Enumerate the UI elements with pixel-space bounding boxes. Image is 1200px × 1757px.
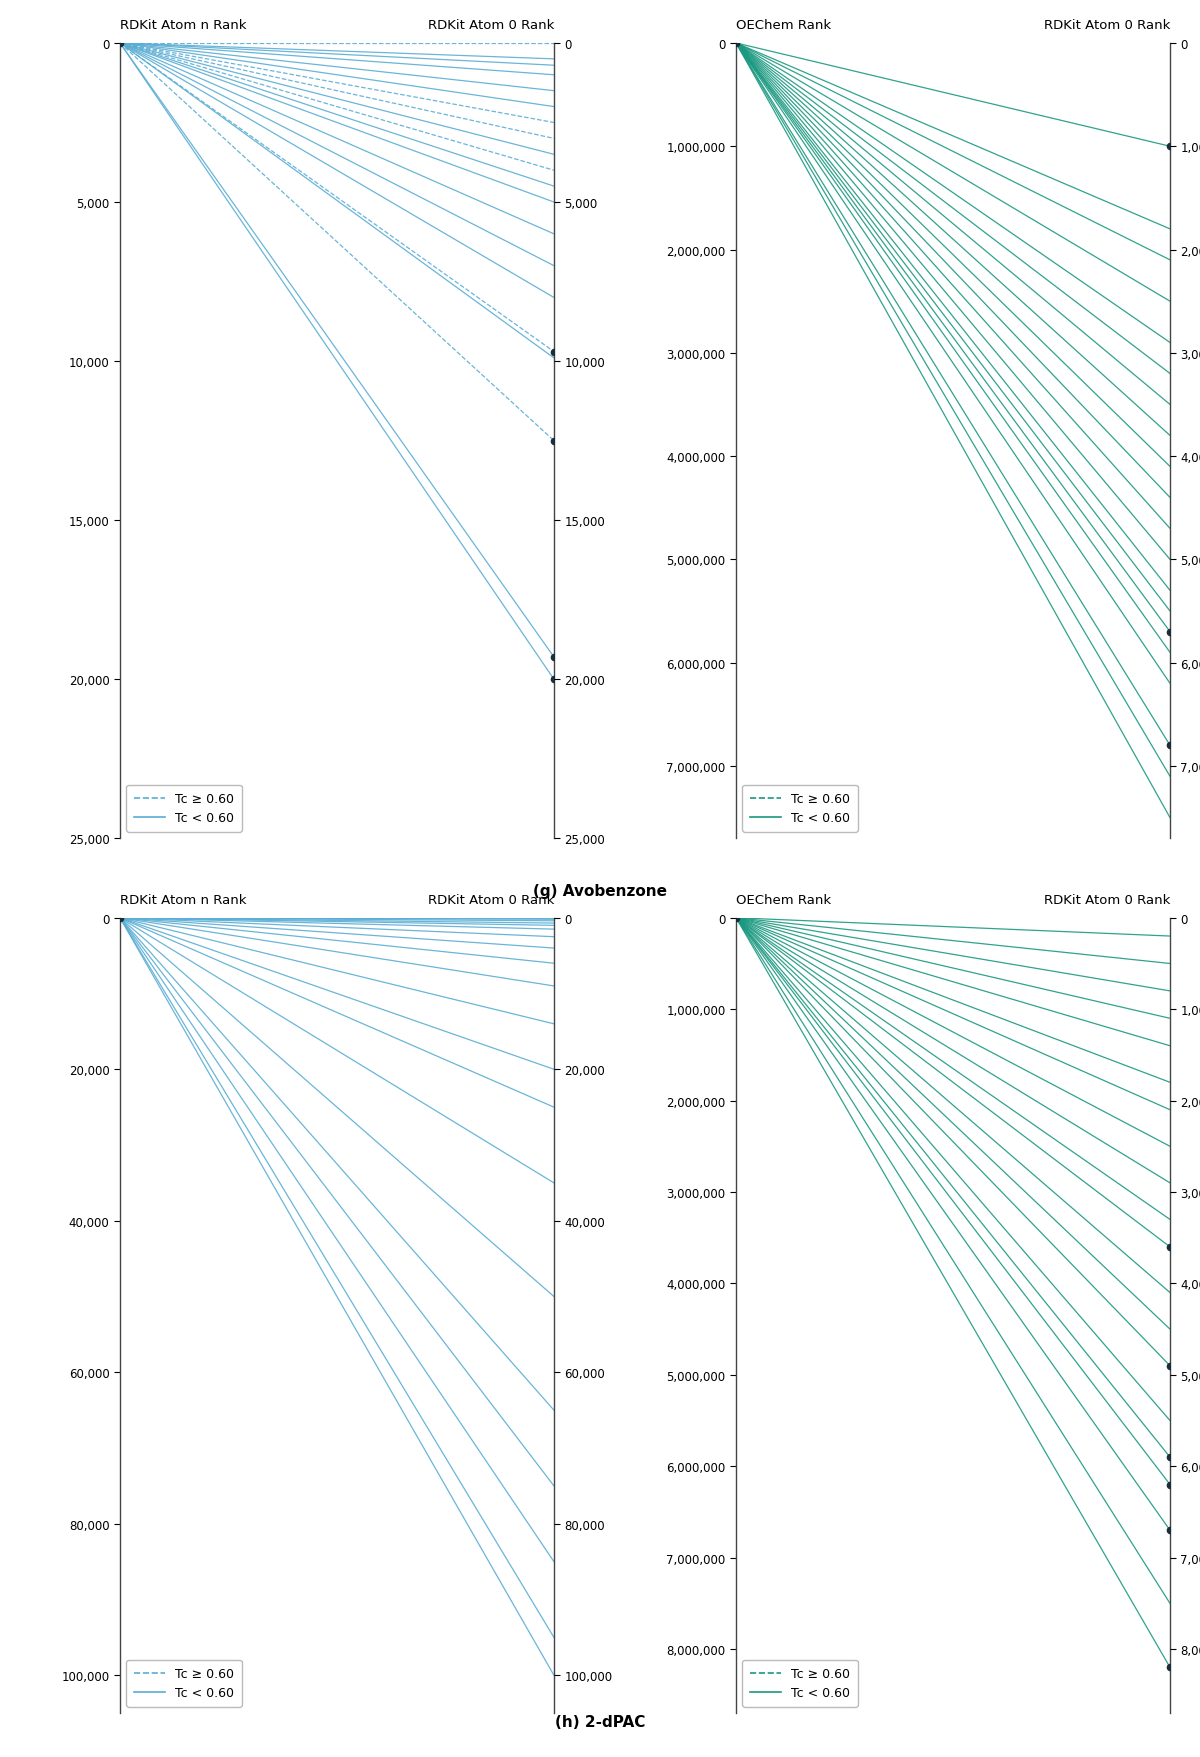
Text: RDKit Atom n Rank: RDKit Atom n Rank [120, 19, 246, 32]
Text: OEChem Rank: OEChem Rank [736, 893, 832, 907]
Text: OEChem Rank: OEChem Rank [736, 19, 832, 32]
Legend: Tc ≥ 0.60, Tc < 0.60: Tc ≥ 0.60, Tc < 0.60 [126, 1660, 241, 1706]
Text: RDKit Atom 0 Rank: RDKit Atom 0 Rank [1044, 893, 1170, 907]
Legend: Tc ≥ 0.60, Tc < 0.60: Tc ≥ 0.60, Tc < 0.60 [126, 785, 241, 833]
Legend: Tc ≥ 0.60, Tc < 0.60: Tc ≥ 0.60, Tc < 0.60 [743, 785, 858, 833]
Legend: Tc ≥ 0.60, Tc < 0.60: Tc ≥ 0.60, Tc < 0.60 [743, 1660, 858, 1706]
Text: RDKit Atom 0 Rank: RDKit Atom 0 Rank [427, 19, 554, 32]
Text: RDKit Atom 0 Rank: RDKit Atom 0 Rank [427, 893, 554, 907]
Text: (h) 2-dPAC: (h) 2-dPAC [554, 1713, 646, 1729]
Text: RDKit Atom 0 Rank: RDKit Atom 0 Rank [1044, 19, 1170, 32]
Text: (g) Avobenzone: (g) Avobenzone [533, 884, 667, 900]
Text: RDKit Atom n Rank: RDKit Atom n Rank [120, 893, 246, 907]
